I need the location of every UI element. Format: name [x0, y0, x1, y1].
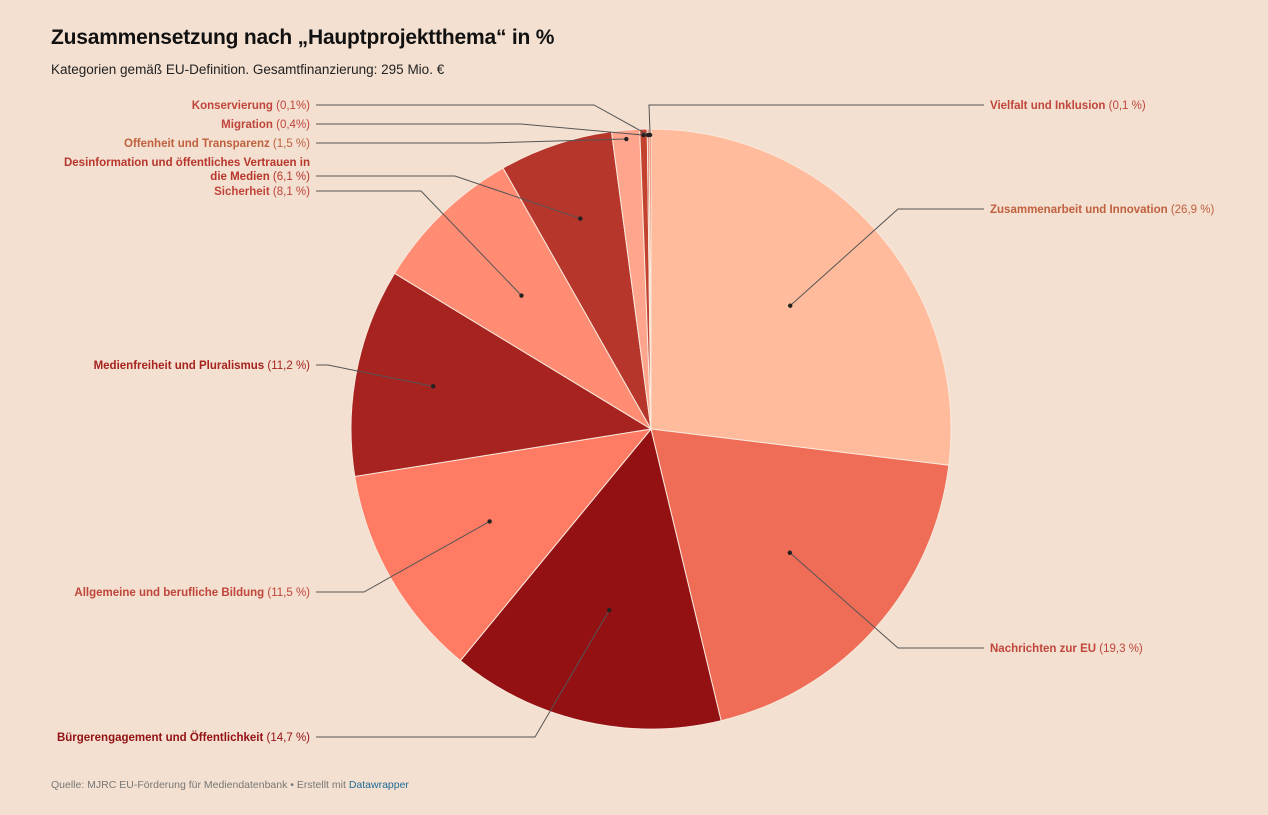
- slice-label-vielfalt-und-inklusion: Vielfalt und Inklusion (0,1 %): [990, 100, 1146, 112]
- slice-label-konservierung: Konservierung (0,1%): [192, 100, 310, 112]
- slice-label-nachrichten-zur-eu: Nachrichten zur EU (19,3 %): [990, 643, 1143, 655]
- slice-label-sicherheit: Sicherheit (8,1 %): [214, 186, 310, 198]
- pie-slice-buergerengagement-und-oeffentlichkeit[interactable]: [459, 427, 722, 730]
- leader-dot-migration: [641, 132, 646, 138]
- leader-lines: [316, 104, 984, 738]
- slice-label-offenheit-und-transparenz: Offenheit und Transparenz (1,5 %): [124, 138, 310, 150]
- pie-slice-medienfreiheit-und-pluralismus[interactable]: [350, 272, 653, 478]
- pie-slice-nachrichten-zur-eu[interactable]: [650, 428, 950, 722]
- leader-dot-offenheit-und-transparenz: [624, 136, 629, 142]
- datawrapper-link[interactable]: Datawrapper: [348, 779, 409, 791]
- chart-subtitle: Kategorien gemäß EU-Definition. Gesamtfi…: [51, 62, 445, 77]
- leader-dot-sicherheit: [519, 293, 524, 298]
- leader-line-allgemeine-und-berufliche-bildung: [316, 521, 490, 593]
- leader-dot-desinformation-und-oeffentliches-vertrauen-in-die-medien: [578, 216, 583, 221]
- leader-dot-buergerengagement-und-oeffentlichkeit: [607, 608, 612, 613]
- leader-dot-medienfreiheit-und-pluralismus: [430, 384, 436, 389]
- footer-source: Quelle: MJRC EU-Förderung für Mediendate…: [51, 779, 409, 791]
- leader-dot-zusammenarbeit-und-innovation: [788, 303, 793, 308]
- slice-label-zusammenarbeit-und-innovation: Zusammenarbeit und Innovation (26,9 %): [990, 204, 1214, 216]
- leader-line-konservierung: [316, 104, 649, 136]
- slice-label-desinformation-und-oeffentliches-vertrauen-in-die-medien: Desinformation und öffentliches Vertraue…: [64, 157, 310, 183]
- slice-label-migration: Migration (0,4%): [221, 119, 310, 131]
- leader-line-sicherheit: [316, 190, 522, 296]
- leader-dot-nachrichten-zur-eu: [787, 550, 793, 555]
- footer-source-text: Quelle: MJRC EU-Förderung für Mediendate…: [51, 779, 346, 791]
- leader-line-offenheit-und-transparenz: [316, 138, 627, 144]
- leader-line-medienfreiheit-und-pluralismus: [316, 364, 434, 387]
- pie-slice-allgemeine-und-berufliche-bildung[interactable]: [354, 428, 653, 662]
- leader-line-nachrichten-zur-eu: [789, 552, 984, 649]
- leader-line-vielfalt-und-inklusion: [648, 104, 984, 136]
- leader-line-buergerengagement-und-oeffentlichkeit: [316, 609, 610, 738]
- pie-slice-sicherheit[interactable]: [393, 167, 653, 431]
- slice-label-buergerengagement-und-oeffentlichkeit: Bürgerengagement und Öffentlichkeit (14,…: [57, 731, 310, 744]
- slice-labels: Zusammenarbeit und Innovation (26,9 %) Na…: [57, 100, 1215, 744]
- leader-line-migration: [316, 123, 644, 136]
- slice-label-allgemeine-und-berufliche-bildung: Allgemeine und berufliche Bildung (11,5 …: [74, 587, 310, 599]
- chart-title: Zusammensetzung nach „Hauptprojektthema“…: [51, 26, 555, 49]
- leader-line-zusammenarbeit-und-innovation: [789, 208, 984, 307]
- leader-line-desinformation-und-oeffentliches-vertrauen-in-die-medien: [316, 175, 581, 220]
- pie-slice-zusammenarbeit-und-innovation[interactable]: [650, 128, 952, 466]
- leader-dot-vielfalt-und-inklusion: [647, 132, 653, 138]
- pie-slices: [350, 128, 952, 730]
- leader-dot-allgemeine-und-berufliche-bildung: [487, 519, 492, 524]
- slice-label-medienfreiheit-und-pluralismus: Medienfreiheit und Pluralismus (11,2 %): [94, 360, 311, 372]
